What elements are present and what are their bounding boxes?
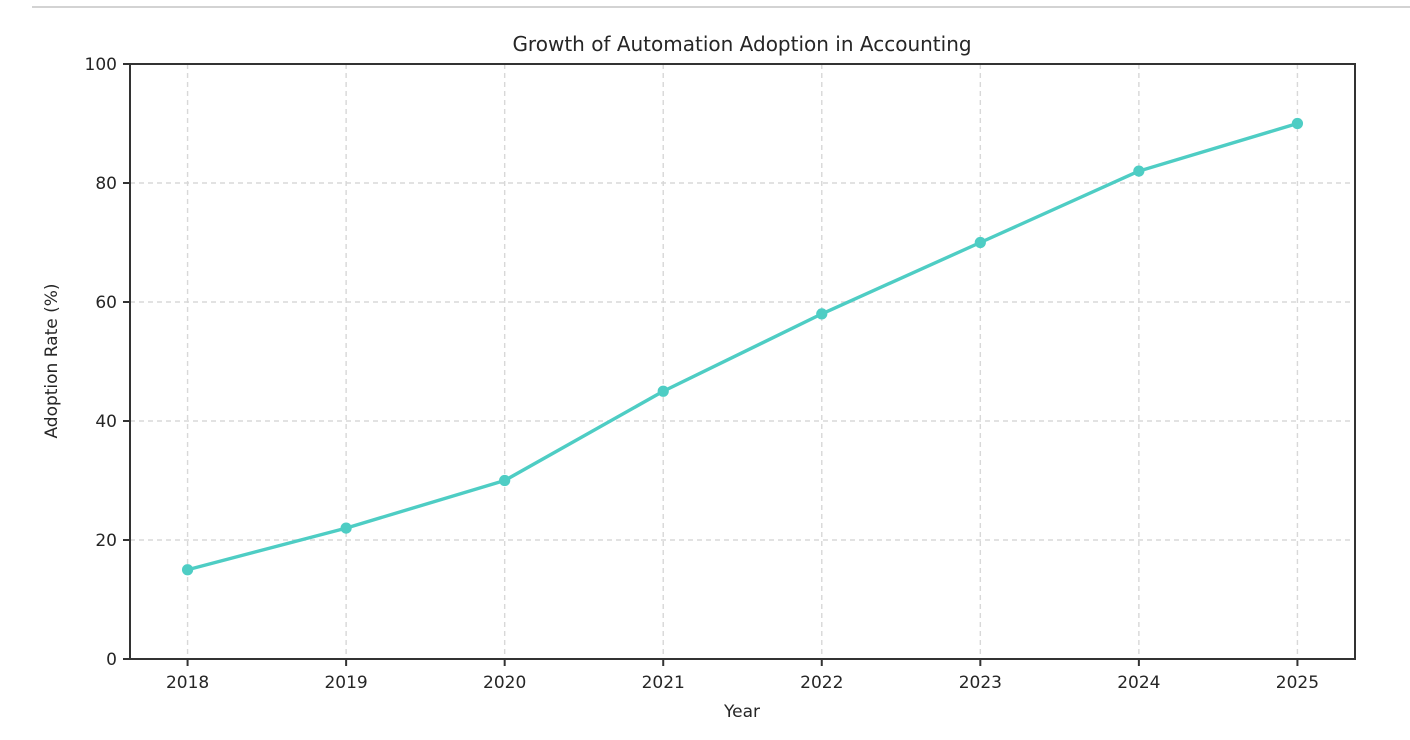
x-axis-label: Year xyxy=(723,702,760,722)
data-line xyxy=(185,121,1300,572)
data-point-2023 xyxy=(974,236,986,249)
x-tick-label: 2023 xyxy=(959,673,1002,693)
y-tick-label: 100 xyxy=(85,55,117,75)
plot-frame xyxy=(129,63,1356,660)
tick-labels: 0 20 40 60 80 100 2018 2019 2020 2021 2022 2023 2024… xyxy=(85,55,1320,693)
x-tick-label: 2024 xyxy=(1117,673,1160,693)
x-tick-label: 2025 xyxy=(1276,673,1319,693)
axes xyxy=(123,63,1356,666)
gridlines xyxy=(130,63,1355,660)
x-tick-label: 2021 xyxy=(642,673,685,693)
data-point-2018 xyxy=(181,564,194,576)
y-tick-label: 40 xyxy=(95,412,117,432)
data-point-2025 xyxy=(1291,117,1304,130)
x-tick-label: 2019 xyxy=(324,673,367,693)
data-point-2021 xyxy=(657,385,669,397)
y-tick-label: 0 xyxy=(106,650,117,670)
y-tick-label: 60 xyxy=(95,293,117,313)
x-tick-label: 2020 xyxy=(483,673,526,693)
data-series xyxy=(181,117,1304,576)
y-axis-label: Adoption Rate (%) xyxy=(42,283,62,438)
chart-title: Growth of Automation Adoption in Account… xyxy=(512,32,971,56)
x-tick-label: 2018 xyxy=(166,673,209,693)
x-tick-label: 2022 xyxy=(800,673,843,693)
data-point-2024 xyxy=(1133,165,1145,177)
data-point-2020 xyxy=(499,474,511,487)
data-point-2022 xyxy=(816,308,828,320)
data-point-2019 xyxy=(340,522,352,534)
y-tick-label: 80 xyxy=(95,174,117,194)
y-tick-label: 20 xyxy=(95,531,117,551)
top-divider xyxy=(32,6,1410,8)
